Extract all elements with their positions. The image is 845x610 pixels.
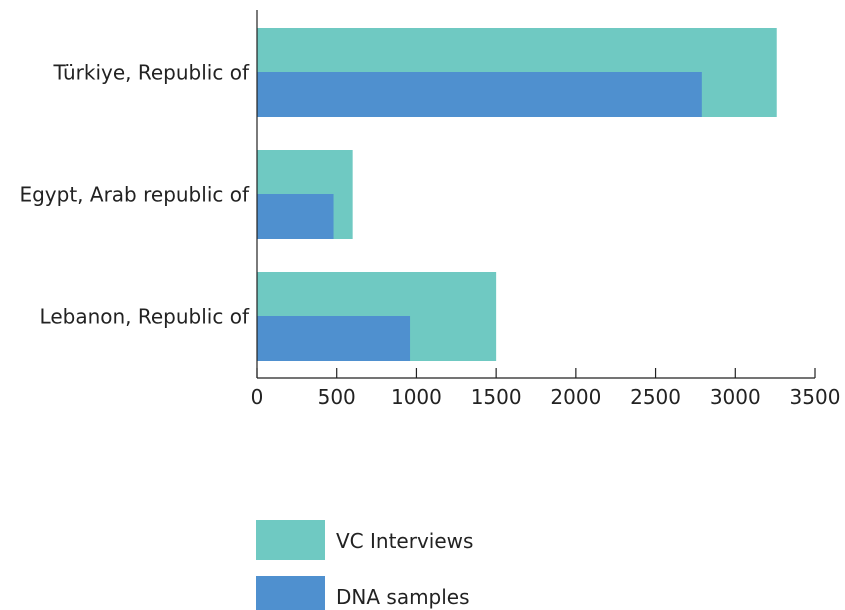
category-labels: Türkiye, Republic of Egypt, Arab republic… [19,61,249,329]
bar-dna-samples [257,72,702,117]
category-label: Türkiye, Republic of [53,61,250,85]
bars-layer [257,28,777,361]
x-tick-label: 0 [251,385,264,409]
x-tick-label: 3500 [790,385,841,409]
x-tick-label: 2500 [630,385,681,409]
x-tick-label: 3000 [710,385,761,409]
x-tick-label: 2000 [550,385,601,409]
legend-swatch [256,520,325,560]
legend-label: DNA samples [336,585,470,609]
x-tick-label: 500 [318,385,356,409]
x-tick-label: 1000 [391,385,442,409]
x-axis-ticks: 0 500 1000 1500 2000 2500 3000 3500 [251,368,841,409]
legend-swatch [256,576,325,610]
bar-dna-samples [257,194,334,239]
legend: VC Interviews DNA samples [256,520,473,610]
x-tick-label: 1500 [471,385,522,409]
category-label: Lebanon, Republic of [40,305,250,329]
bar-dna-samples [257,316,410,361]
category-label: Egypt, Arab republic of [19,183,249,207]
legend-label: VC Interviews [336,529,473,553]
